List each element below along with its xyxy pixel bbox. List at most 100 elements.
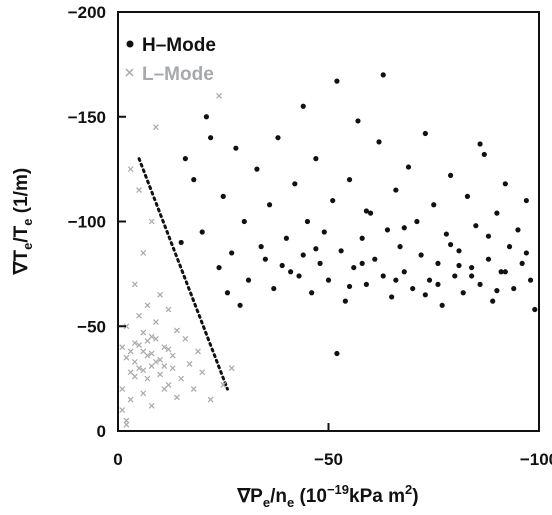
- l-mode-point: [174, 394, 180, 401]
- h-mode-point: [452, 273, 458, 279]
- l-mode-point: [186, 361, 193, 367]
- y-tick-label: 0: [97, 422, 106, 441]
- l-mode-point: [123, 417, 130, 424]
- l-mode-points: [119, 92, 235, 428]
- x-axis-label-close: ): [412, 486, 418, 507]
- h-mode-point: [393, 277, 399, 283]
- h-mode-point: [393, 187, 399, 193]
- l-mode-point: [131, 281, 138, 288]
- h-mode-point: [325, 277, 332, 283]
- l-mode-point: [131, 358, 138, 365]
- l-mode-point: [123, 323, 130, 330]
- l-mode-point: [165, 346, 172, 353]
- l-mode-point: [127, 396, 134, 403]
- x-axis-label-sup: −19: [327, 482, 349, 497]
- l-mode-point: [140, 329, 147, 336]
- l-mode-point: [220, 381, 227, 388]
- l-mode-point: [140, 367, 147, 374]
- axis-ticks: 0 −50 −100 0 −50 −100 −150 −200: [68, 3, 552, 469]
- l-mode-point: [144, 337, 151, 344]
- l-mode-point: [148, 218, 155, 225]
- h-mode-point: [405, 164, 412, 170]
- h-mode-point: [469, 273, 475, 279]
- l-mode-point: [169, 365, 176, 372]
- l-mode-point: [144, 352, 151, 359]
- h-mode-point: [313, 246, 319, 252]
- l-mode-point: [207, 396, 214, 403]
- l-mode-point: [136, 187, 142, 193]
- h-mode-point: [372, 256, 378, 262]
- h-mode-point: [477, 141, 483, 147]
- y-axis-label-mid: /T: [11, 225, 32, 242]
- l-mode-point: [152, 358, 159, 365]
- legend-h-mode-marker: [126, 40, 134, 48]
- h-mode-point: [527, 277, 534, 283]
- legend-l-mode-marker: [125, 68, 134, 77]
- l-mode-point: [148, 350, 155, 357]
- h-mode-point: [334, 350, 340, 357]
- x-tick-label: −100: [520, 450, 552, 469]
- h-mode-point: [532, 306, 538, 313]
- y-tick-label: −150: [68, 108, 106, 127]
- l-mode-point: [123, 421, 130, 428]
- l-mode-point: [119, 344, 126, 351]
- l-mode-point: [157, 291, 164, 298]
- l-mode-point: [140, 390, 147, 397]
- h-mode-point: [266, 202, 273, 208]
- h-mode-point: [376, 139, 382, 145]
- h-mode-point: [199, 229, 205, 235]
- h-mode-point: [456, 262, 462, 269]
- h-mode-point: [254, 166, 260, 172]
- h-mode-point: [220, 193, 226, 199]
- h-mode-point: [330, 197, 336, 204]
- l-mode-point: [127, 166, 134, 173]
- h-mode-point: [460, 290, 466, 296]
- h-mode-point: [245, 277, 252, 283]
- h-mode-point: [494, 210, 500, 216]
- l-mode-point: [161, 363, 168, 369]
- h-mode-point: [506, 244, 513, 250]
- legend-l-mode-label: L–Mode: [142, 64, 214, 85]
- h-mode-point: [283, 235, 289, 241]
- h-mode-points: [178, 72, 538, 357]
- h-mode-point: [389, 294, 395, 300]
- l-mode-point: [182, 335, 189, 342]
- h-mode-point: [178, 239, 184, 246]
- l-mode-point: [148, 402, 155, 409]
- l-mode-point: [152, 124, 159, 131]
- h-mode-point: [435, 281, 441, 287]
- x-axis-label-sup2: 2: [405, 482, 412, 497]
- h-mode-point: [523, 250, 529, 256]
- l-mode-point: [169, 352, 176, 359]
- h-mode-point: [380, 72, 386, 78]
- h-mode-point: [275, 135, 281, 141]
- legend: H–Mode L–Mode: [125, 35, 216, 85]
- l-mode-point: [199, 369, 206, 376]
- boundary-line: [137, 157, 229, 391]
- h-mode-point: [511, 285, 517, 292]
- h-mode-point: [397, 244, 403, 250]
- h-mode-point: [414, 218, 420, 225]
- x-axis-label-units-a: (10: [294, 486, 327, 507]
- y-axis-label: ∇Te/Te (1/m): [11, 168, 35, 275]
- h-mode-point: [384, 227, 391, 233]
- h-mode-point: [313, 156, 319, 162]
- l-mode-point: [161, 344, 168, 351]
- h-mode-point: [359, 260, 365, 266]
- x-tick-label: −50: [314, 450, 343, 469]
- h-mode-point: [464, 193, 471, 199]
- h-mode-point: [351, 264, 357, 271]
- h-mode-point: [418, 252, 424, 258]
- h-mode-point: [380, 273, 386, 279]
- h-mode-point: [296, 273, 302, 279]
- h-mode-point: [439, 302, 445, 308]
- h-mode-point: [355, 118, 361, 124]
- h-mode-point: [422, 292, 428, 298]
- h-mode-point: [304, 218, 311, 225]
- l-mode-point: [152, 335, 159, 342]
- h-mode-point: [241, 218, 247, 225]
- h-mode-point: [262, 256, 268, 262]
- h-mode-point: [368, 210, 374, 216]
- h-mode-point: [346, 177, 353, 183]
